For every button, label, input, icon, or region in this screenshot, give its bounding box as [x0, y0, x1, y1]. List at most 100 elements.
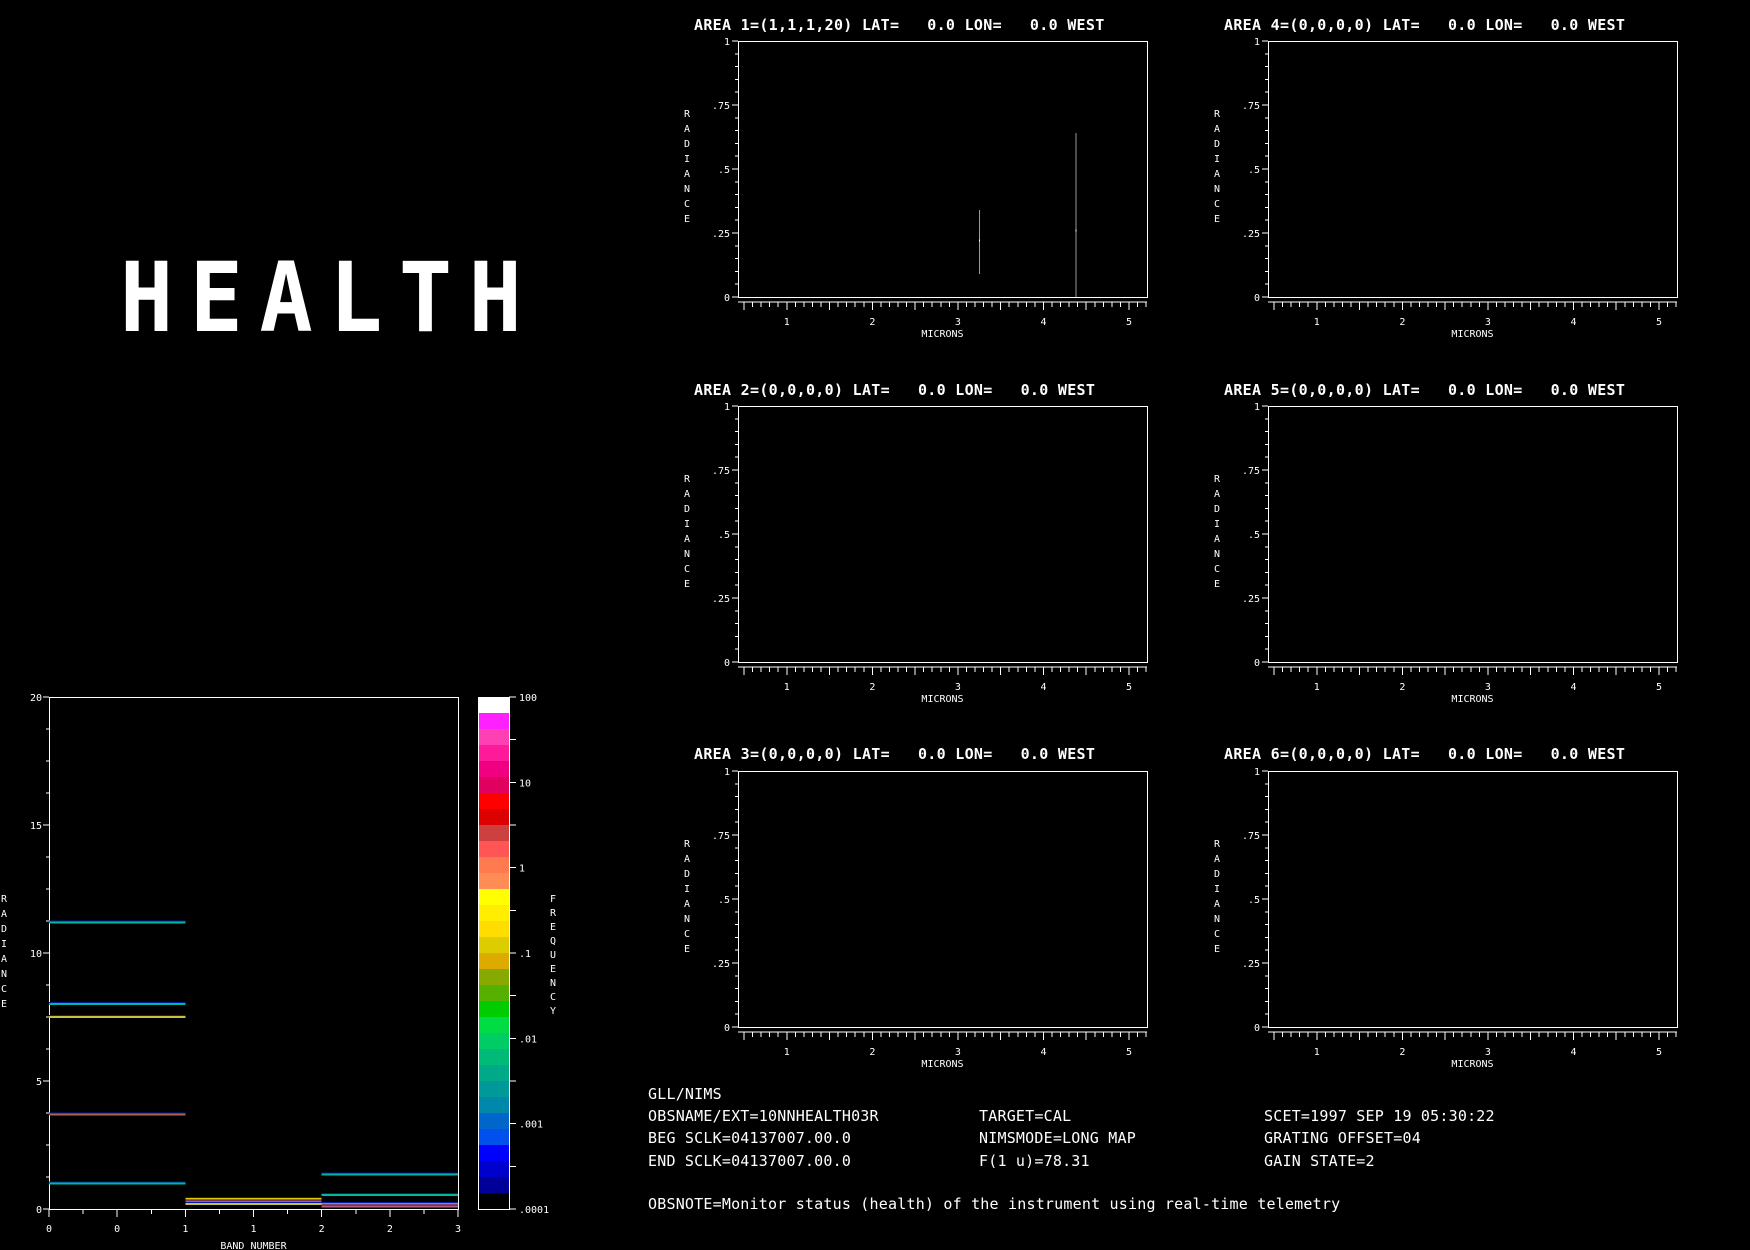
colorbar-band [478, 1097, 509, 1114]
y-axis-label-letter: A [1, 909, 7, 920]
y-tick-label: .75 [1242, 101, 1260, 112]
colorbar-label-letter: U [550, 950, 556, 961]
y-axis-letter: E [684, 214, 690, 225]
x-tick-label: 2 [869, 682, 875, 693]
y-axis-letter: R [1214, 474, 1221, 485]
colorbar-band [478, 969, 509, 986]
heatmap-frame [49, 697, 459, 1210]
scet-label: SCET=1997 SEP 19 05:30:22 [1264, 1107, 1495, 1125]
y-tick-label: 0 [1254, 293, 1260, 304]
colorbar-band [478, 857, 509, 874]
colorbar-band [478, 1001, 509, 1018]
y-axis-letter: C [684, 564, 690, 575]
y-axis-letter: I [1214, 154, 1220, 165]
plot-frame [1268, 771, 1678, 1028]
x-tick-label: 5 [1656, 682, 1662, 693]
y-tick-label: 15 [30, 821, 42, 832]
y-axis-label-letter: I [1, 939, 7, 950]
x-tick-label: 0 [114, 1224, 120, 1235]
gain-state-label: GAIN STATE=2 [1264, 1152, 1375, 1170]
y-axis-letter: C [684, 929, 690, 940]
colorbar-band [478, 841, 509, 858]
y-axis-letter: R [684, 109, 691, 120]
health-banner: HEALTH [120, 242, 539, 354]
y-axis-letter: N [684, 549, 690, 560]
colorbar-band [478, 1049, 509, 1066]
y-axis-letter: N [1214, 549, 1220, 560]
y-tick-label: 1 [1254, 402, 1260, 413]
y-tick-label: 0 [724, 658, 730, 669]
colorbar-label-letter: Q [550, 936, 556, 947]
y-tick-label: 10 [30, 949, 42, 960]
y-axis-letter: R [1214, 109, 1221, 120]
x-tick-label: 2 [387, 1224, 393, 1235]
y-tick-label: .5 [718, 165, 730, 176]
y-tick-label: .75 [712, 466, 730, 477]
x-tick-label: 3 [1485, 1047, 1491, 1058]
colorbar-band [478, 1081, 509, 1098]
colorbar-band [478, 873, 509, 890]
colorbar-band [478, 1065, 509, 1082]
colorbar-label-letter: N [550, 978, 556, 989]
x-tick-label: 5 [1126, 1047, 1132, 1058]
y-tick-label: .5 [718, 530, 730, 541]
y-axis-letter: E [1214, 579, 1220, 590]
y-axis-letter: D [1214, 139, 1220, 150]
x-axis-label: MICRONS [921, 694, 963, 705]
x-tick-label: 3 [955, 317, 961, 328]
y-axis-letter: A [684, 489, 690, 500]
y-tick-label: 1 [724, 402, 730, 413]
beg-sclk-label: BEG SCLK=04137007.00.0 [648, 1129, 852, 1147]
colorbar-tick-label: 10 [519, 778, 531, 789]
obsnote-label: OBSNOTE=Monitor status (health) of the i… [648, 1195, 1341, 1213]
y-axis-letter: A [1214, 899, 1220, 910]
y-tick-label: .25 [1242, 959, 1260, 970]
y-axis-letter: A [684, 124, 690, 135]
x-tick-label: 4 [1040, 1047, 1046, 1058]
colorbar-tick-label: .0001 [519, 1205, 549, 1216]
x-tick-label: 4 [1570, 1047, 1576, 1058]
y-tick-label: .25 [712, 594, 730, 605]
obsname-label: OBSNAME/EXT=10NNHEALTH03R [648, 1107, 879, 1125]
x-tick-label: 1 [784, 317, 790, 328]
y-axis-letter: N [1214, 184, 1220, 195]
x-tick-label: 1 [1314, 1047, 1320, 1058]
y-axis-letter: A [684, 169, 690, 180]
colorbar-band [478, 937, 509, 954]
colorbar-band [478, 1033, 509, 1050]
y-axis-letter: E [1214, 944, 1220, 955]
x-tick-label: 1 [1314, 682, 1320, 693]
colorbar-band [478, 905, 509, 922]
y-axis-letter: A [684, 899, 690, 910]
y-tick-label: .75 [1242, 831, 1260, 842]
y-tick-label: .5 [1248, 895, 1260, 906]
x-tick-label: 4 [1040, 317, 1046, 328]
y-axis-letter: A [1214, 534, 1220, 545]
y-tick-label: 0 [724, 1023, 730, 1034]
plot-frame [1268, 41, 1678, 298]
plot-frame [738, 41, 1148, 298]
colorbar-band [478, 953, 509, 970]
colorbar: 100 10 1 .1 .01 .001 .0001 [478, 693, 549, 1216]
colorbar-tick-label: .001 [519, 1120, 543, 1131]
y-axis-letter: I [684, 519, 690, 530]
colorbar-label-letter: C [550, 992, 556, 1003]
colorbar-band [478, 713, 509, 730]
y-axis-letter: R [684, 839, 691, 850]
y-tick-label: .5 [718, 895, 730, 906]
colorbar-band [478, 761, 509, 778]
colorbar-band [478, 1145, 509, 1162]
y-tick-label: 1 [724, 767, 730, 778]
colorbar-band [478, 697, 509, 714]
colorbar-tick-label: .1 [519, 949, 531, 960]
